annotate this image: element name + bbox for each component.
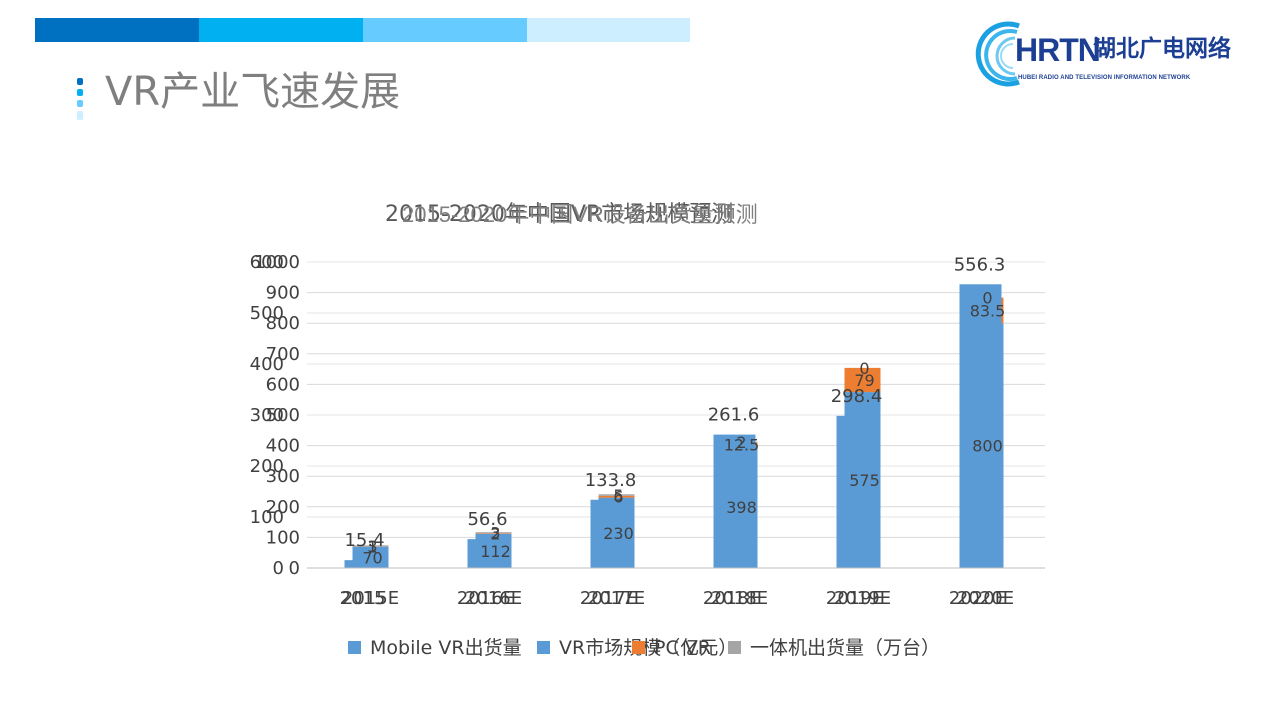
market-bar: [467, 539, 510, 568]
x-tick-label-market: 2017E: [580, 588, 637, 609]
logo-name: 湖北广电网络: [1093, 36, 1231, 62]
legend-label: PC VR: [654, 637, 711, 659]
shipment-data-label: 3: [490, 524, 500, 543]
shipment-data-label: 0: [859, 359, 869, 378]
legend-swatch: [632, 641, 645, 654]
market-bar: [959, 284, 1002, 568]
y-tick-label-market: 600: [250, 252, 284, 273]
market-bar: [590, 499, 633, 568]
x-tick-label-market: 2015: [340, 588, 386, 609]
y-tick-label-market: 400: [250, 354, 284, 375]
logo-mark: HRTN: [1015, 32, 1101, 68]
shipment-data-label: 112: [480, 542, 511, 561]
market-data-label: 133.8: [585, 470, 637, 491]
market-bar: [713, 434, 756, 568]
market-data-label: 298.4: [831, 386, 883, 407]
chart-title-market: 2015-2020年中国VR市场规模预测: [385, 202, 734, 227]
header-color-bar: [199, 18, 363, 42]
shipment-data-label: 230: [603, 524, 634, 543]
title-marker: [77, 89, 83, 96]
y-tick-label-shipments: 200: [266, 497, 300, 518]
swirl-logo-icon: [975, 21, 1020, 87]
y-tick-label-shipments: 800: [266, 313, 300, 334]
y-tick-label-shipments: 1000: [254, 252, 300, 273]
shipment-bar-segment: [352, 545, 389, 547]
title-marker: [77, 111, 83, 120]
header-color-bar: [527, 18, 690, 42]
y-tick-label-market: 500: [250, 303, 284, 324]
x-tick-label-shipments: 2018E: [711, 588, 768, 609]
y-tick-label-market: 200: [250, 456, 284, 477]
shipment-data-label: 79: [854, 371, 874, 390]
market-bar: [344, 560, 387, 568]
shipment-bar-segment: [598, 494, 635, 496]
legend-label: Mobile VR出货量: [370, 637, 522, 659]
shipment-data-label: 575: [849, 471, 880, 490]
legend-label: 一体机出货量（万台）: [750, 637, 941, 659]
shipment-data-label: 5: [613, 486, 623, 505]
shipment-data-label: 6: [613, 488, 623, 507]
slide-title: VR产业飞速发展: [105, 69, 401, 115]
shipment-data-label: 2: [490, 524, 500, 543]
x-tick-label-market: 2020E: [949, 588, 1006, 609]
shipment-data-label: 70: [362, 548, 382, 567]
y-tick-label-shipments: 300: [266, 466, 300, 487]
y-tick-label-shipments: 900: [266, 283, 300, 304]
title-marker: [77, 100, 83, 107]
market-data-label: 56.6: [467, 509, 507, 530]
y-tick-label-market: 0: [273, 558, 284, 579]
market-data-label: 556.3: [954, 254, 1006, 275]
shipment-data-label: 800: [972, 437, 1003, 456]
market-data-label: 15.4: [344, 530, 384, 551]
y-tick-label-shipments: 400: [266, 436, 300, 457]
shipment-data-label: 0: [982, 289, 992, 308]
shipment-data-label: 2: [736, 433, 746, 452]
y-tick-label-shipments: 600: [266, 374, 300, 395]
x-tick-label-market: 2019E: [826, 588, 883, 609]
shipment-bar-segment: [598, 495, 635, 498]
x-tick-label-market: 2016E: [457, 588, 514, 609]
legend-swatch: [728, 641, 741, 654]
y-tick-label-market: 100: [250, 507, 284, 528]
market-data-label: 261.6: [708, 405, 760, 426]
title-marker: [77, 78, 83, 85]
logo: HRTN 湖北广电网络 HUBEI RADIO AND TELEVISION I…: [975, 18, 1260, 90]
y-tick-label-shipments: 500: [266, 405, 300, 426]
shipment-data-label: 12.5: [724, 435, 760, 454]
x-tick-label-shipments: 2020E: [957, 588, 1014, 609]
legend-swatch: [537, 641, 550, 654]
x-tick-label-shipments: 2015E: [342, 588, 399, 609]
legend-swatch: [348, 641, 361, 654]
chart-title-shipments: 2015-2020年中国VR设备出货量预测: [402, 202, 758, 227]
shipment-bar-segment: [475, 532, 512, 534]
header-color-bar: [363, 18, 527, 42]
x-tick-label-shipments: 2016E: [465, 588, 522, 609]
y-tick-label-shipments: 700: [266, 344, 300, 365]
shipment-data-label: 3: [367, 537, 377, 556]
x-tick-label-shipments: 2017E: [588, 588, 645, 609]
legend-label: VR市场规模（亿元）: [559, 637, 738, 659]
shipment-data-label: 398: [726, 498, 757, 517]
market-bar: [836, 415, 879, 568]
shipment-data-label: 1: [367, 537, 377, 556]
shipment-bar-segment: [844, 367, 881, 393]
y-tick-label-shipments: 0: [289, 558, 300, 579]
x-tick-label-market: 2018E: [703, 588, 760, 609]
header-color-bar: [35, 18, 199, 42]
shipment-bar-segment: [475, 533, 512, 534]
y-tick-label-market: 300: [250, 405, 284, 426]
x-tick-label-shipments: 2019E: [834, 588, 891, 609]
logo-subtitle: HUBEI RADIO AND TELEVISION INFORMATION N…: [1018, 75, 1191, 81]
y-tick-label-shipments: 100: [266, 527, 300, 548]
shipment-data-label: 83.5: [970, 301, 1006, 320]
